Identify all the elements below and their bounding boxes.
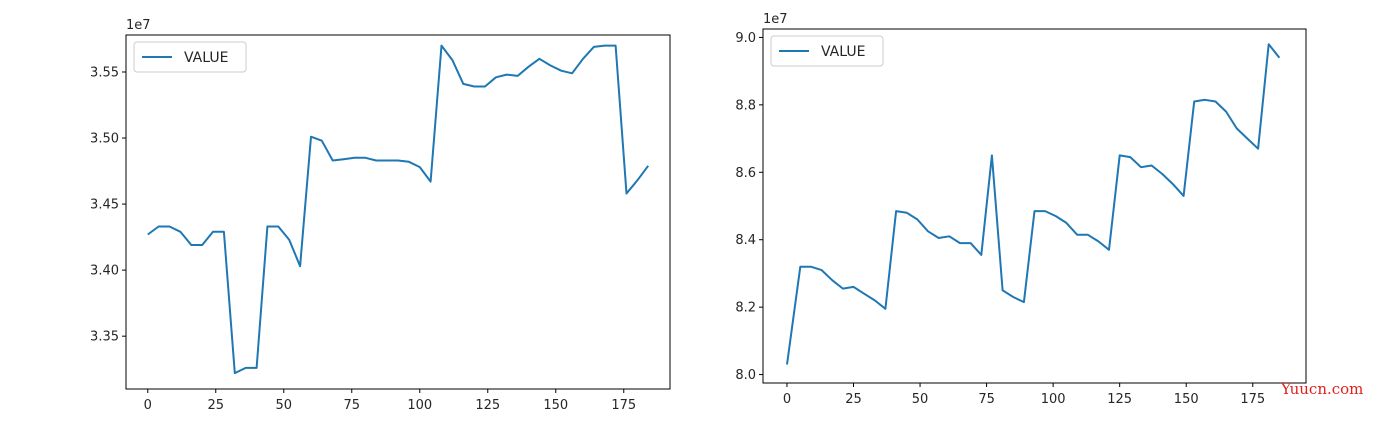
- x-tick-label: 150: [543, 398, 568, 413]
- legend-box: [133, 41, 247, 73]
- y-tick-label: 8.8: [735, 98, 756, 113]
- x-tick-label: 175: [1240, 392, 1265, 407]
- x-tick-label: 75: [343, 398, 360, 413]
- axes-frame: [125, 34, 671, 390]
- y-tick-label: 3.45: [90, 198, 119, 213]
- y-tick-label: 9.0: [735, 31, 756, 46]
- legend-label: VALUE: [184, 50, 228, 66]
- x-tick-label: 100: [1041, 392, 1066, 407]
- legend-label: VALUE: [821, 44, 865, 60]
- x-tick-label: 175: [611, 398, 636, 413]
- chart-1: 0 25 50 75 100 125 150 175 3.35 3.40 3.45 3.50 3.55 1…: [90, 18, 671, 413]
- y-tick-label: 3.55: [90, 65, 119, 80]
- y-tick-label: 8.0: [735, 368, 756, 383]
- chart-2: 0 25 50 75 100 125 150 175 8.0 8.2 8.4 8.6 8.8 9.0 1e7…: [735, 12, 1307, 407]
- watermark-text: Yuucn.com: [1281, 380, 1364, 398]
- x-tick-label: 25: [845, 392, 862, 407]
- y-offset-label: 1e7: [763, 12, 788, 27]
- legend-box: [770, 35, 884, 67]
- x-tick-label: 75: [978, 392, 995, 407]
- x-tick-label: 125: [1107, 392, 1132, 407]
- x-tick-label: 0: [144, 398, 152, 413]
- y-tick-label: 3.35: [90, 330, 119, 345]
- x-tick-label: 50: [275, 398, 292, 413]
- x-tick-label: 25: [207, 398, 224, 413]
- y-offset-label: 1e7: [126, 18, 151, 33]
- axes-frame: [762, 28, 1307, 384]
- y-tick-label: 8.2: [735, 301, 756, 316]
- y-tick-label: 3.40: [90, 264, 119, 279]
- x-tick-label: 0: [783, 392, 791, 407]
- x-tick-label: 50: [912, 392, 929, 407]
- x-tick-label: 100: [407, 398, 432, 413]
- y-tick-label: 3.50: [90, 132, 119, 147]
- x-tick-label: 125: [475, 398, 500, 413]
- series-line-value: [786, 43, 1281, 365]
- x-tick-label: 150: [1174, 392, 1199, 407]
- series-line-value: [147, 44, 650, 375]
- y-tick-label: 8.4: [735, 233, 756, 248]
- y-tick-label: 8.6: [735, 166, 756, 181]
